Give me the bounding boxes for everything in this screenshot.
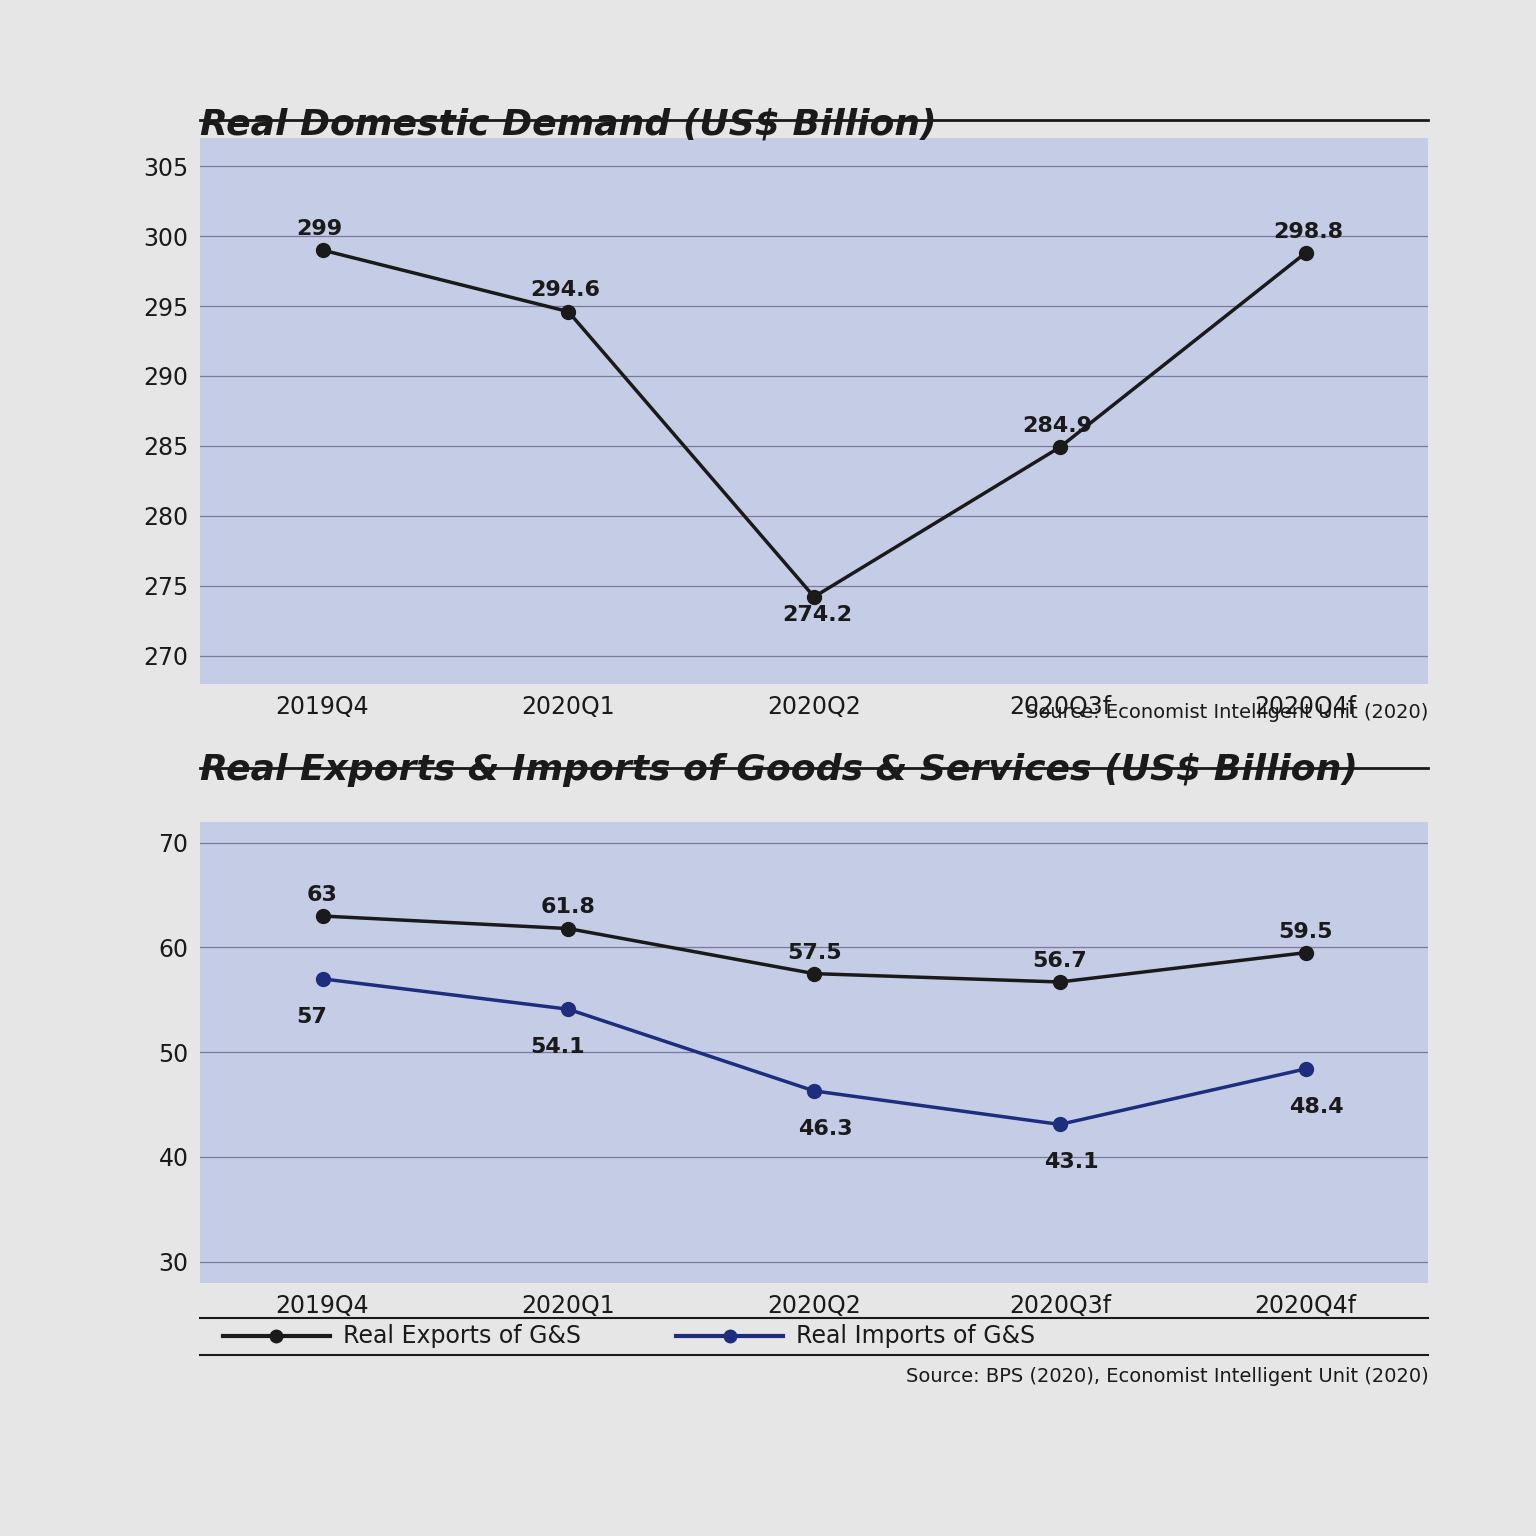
Text: 46.3: 46.3: [797, 1118, 852, 1138]
Point: [802, 1078, 826, 1103]
Text: Real Exports of G&S: Real Exports of G&S: [343, 1324, 581, 1349]
Point: [1048, 435, 1072, 459]
Text: 56.7: 56.7: [1032, 951, 1087, 971]
Text: 284.9: 284.9: [1021, 416, 1092, 436]
Text: 59.5: 59.5: [1278, 922, 1333, 942]
Text: 43.1: 43.1: [1043, 1152, 1098, 1172]
Point: [1293, 1057, 1318, 1081]
Point: [556, 997, 581, 1021]
Text: Source: Economist Intelligent Unit (2020): Source: Economist Intelligent Unit (2020…: [1026, 703, 1428, 722]
Point: [310, 966, 335, 991]
Text: 63: 63: [307, 885, 338, 905]
Point: [1293, 940, 1318, 965]
Text: 298.8: 298.8: [1273, 221, 1344, 241]
Text: 274.2: 274.2: [782, 605, 852, 625]
Text: 48.4: 48.4: [1289, 1097, 1344, 1117]
Point: [802, 585, 826, 610]
Text: 57: 57: [296, 1006, 327, 1026]
Text: 61.8: 61.8: [541, 897, 596, 917]
Point: [556, 300, 581, 324]
Text: 294.6: 294.6: [530, 281, 601, 301]
Text: Real Imports of G&S: Real Imports of G&S: [796, 1324, 1035, 1349]
Text: 299: 299: [296, 220, 343, 240]
Text: Source: BPS (2020), Economist Intelligent Unit (2020): Source: BPS (2020), Economist Intelligen…: [906, 1367, 1428, 1385]
Text: Real Exports & Imports of Goods & Services (US$ Billion): Real Exports & Imports of Goods & Servic…: [200, 753, 1358, 786]
Point: [1048, 969, 1072, 994]
Text: Real Domestic Demand (US$ Billion): Real Domestic Demand (US$ Billion): [200, 108, 937, 141]
Text: 54.1: 54.1: [530, 1037, 585, 1057]
Point: [802, 962, 826, 986]
Point: [1293, 241, 1318, 266]
Point: [556, 917, 581, 942]
Point: [1048, 1112, 1072, 1137]
Point: [310, 238, 335, 263]
Point: [310, 903, 335, 928]
Text: 57.5: 57.5: [786, 943, 842, 963]
